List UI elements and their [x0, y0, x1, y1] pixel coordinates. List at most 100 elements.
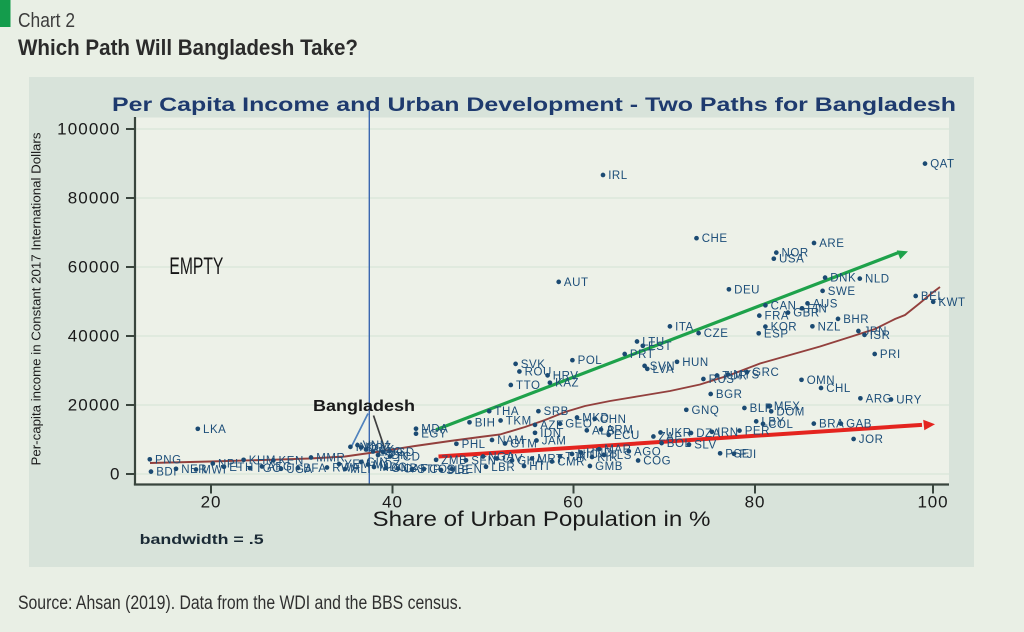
- svg-text:KWT: KWT: [938, 297, 965, 309]
- svg-text:JOR: JOR: [859, 434, 884, 446]
- svg-text:ALB: ALB: [592, 425, 615, 437]
- svg-text:NER: NER: [181, 464, 207, 476]
- svg-text:ZAF: ZAF: [659, 432, 682, 444]
- svg-text:GNB: GNB: [391, 463, 418, 475]
- svg-text:NGA: NGA: [488, 452, 515, 464]
- svg-text:BGR: BGR: [716, 389, 743, 401]
- svg-text:GBR: GBR: [793, 308, 820, 320]
- svg-text:URY: URY: [896, 395, 922, 407]
- svg-text:BEL: BEL: [921, 291, 944, 303]
- svg-text:LVA: LVA: [653, 364, 675, 376]
- svg-text:0: 0: [110, 464, 121, 483]
- svg-text:EGY: EGY: [421, 429, 447, 441]
- svg-text:YEM: YEM: [344, 459, 371, 471]
- svg-text:JAM: JAM: [542, 436, 567, 448]
- svg-text:CZE: CZE: [704, 328, 729, 340]
- svg-text:CAN: CAN: [771, 300, 797, 312]
- svg-text:UGA: UGA: [286, 464, 313, 476]
- svg-text:ARM: ARM: [606, 425, 633, 437]
- svg-text:POL: POL: [578, 355, 603, 367]
- svg-text:RUS: RUS: [709, 374, 735, 386]
- svg-text:GRC: GRC: [752, 367, 779, 379]
- svg-text:TTO: TTO: [516, 380, 540, 392]
- svg-text:SWE: SWE: [828, 286, 856, 298]
- svg-text:40000: 40000: [68, 326, 121, 345]
- svg-text:IRL: IRL: [608, 170, 628, 182]
- svg-text:60000: 60000: [68, 257, 121, 276]
- svg-text:AUS: AUS: [813, 298, 838, 310]
- svg-text:IND: IND: [356, 442, 377, 454]
- svg-text:LBR: LBR: [491, 462, 515, 474]
- svg-text:BEN: BEN: [457, 464, 482, 476]
- svg-text:ECU: ECU: [614, 430, 640, 442]
- svg-text:NZL: NZL: [818, 321, 841, 333]
- svg-text:IDN: IDN: [540, 428, 561, 440]
- svg-text:ARE: ARE: [819, 238, 844, 250]
- svg-text:EST: EST: [648, 341, 672, 353]
- svg-text:PAK: PAK: [371, 445, 395, 457]
- svg-text:CAF: CAF: [403, 464, 428, 476]
- svg-text:SLV: SLV: [694, 440, 717, 452]
- svg-text:BRA: BRA: [819, 419, 844, 431]
- svg-text:DOM: DOM: [776, 406, 804, 418]
- svg-text:MLI: MLI: [350, 464, 371, 476]
- svg-text:MOZ: MOZ: [373, 460, 400, 472]
- svg-text:VNM: VNM: [363, 440, 390, 452]
- svg-text:DEU: DEU: [734, 284, 760, 296]
- svg-text:PRT: PRT: [630, 349, 654, 361]
- svg-text:MDA: MDA: [421, 424, 448, 436]
- svg-text:TLS: TLS: [609, 450, 632, 462]
- svg-text:UKR: UKR: [666, 428, 692, 440]
- svg-text:BHR: BHR: [843, 314, 869, 326]
- svg-text:ITA: ITA: [675, 321, 694, 333]
- svg-text:KIR: KIR: [597, 452, 618, 464]
- svg-text:JPN: JPN: [864, 326, 887, 338]
- svg-text:GIN: GIN: [366, 457, 388, 469]
- svg-text:Bangladesh: Bangladesh: [313, 398, 415, 415]
- svg-text:TKM: TKM: [506, 416, 532, 428]
- svg-text:ZMB: ZMB: [441, 455, 467, 467]
- svg-text:SLE: SLE: [446, 465, 469, 477]
- svg-text:MKD: MKD: [582, 413, 609, 425]
- svg-text:NIC: NIC: [577, 449, 598, 461]
- svg-text:NLD: NLD: [865, 274, 890, 286]
- svg-text:CIV: CIV: [502, 454, 523, 466]
- svg-text:CHN: CHN: [600, 414, 627, 426]
- svg-text:GHA: GHA: [517, 456, 544, 468]
- svg-text:BOL: BOL: [667, 438, 692, 450]
- svg-text:BDI: BDI: [156, 467, 177, 479]
- svg-text:HRV: HRV: [553, 370, 579, 382]
- svg-text:Per Capita Income and Urban De: Per Capita Income and Urban Development …: [112, 95, 956, 116]
- svg-text:80000: 80000: [68, 188, 121, 207]
- svg-text:AGO: AGO: [634, 446, 661, 458]
- svg-text:ESP: ESP: [764, 328, 789, 340]
- svg-text:TUR: TUR: [722, 371, 747, 383]
- svg-text:SRB: SRB: [544, 406, 569, 418]
- svg-text:Chart 2: Chart 2: [18, 10, 75, 32]
- svg-text:GMB: GMB: [595, 461, 623, 473]
- svg-text:ROU: ROU: [525, 367, 552, 379]
- svg-text:PER: PER: [745, 426, 770, 438]
- svg-text:ETH: ETH: [229, 462, 254, 474]
- svg-text:RWA: RWA: [332, 463, 360, 475]
- svg-text:GTM: GTM: [510, 439, 537, 451]
- svg-text:BFA: BFA: [303, 463, 326, 475]
- svg-text:KEN: KEN: [279, 455, 304, 467]
- svg-text:KGZ: KGZ: [366, 443, 391, 455]
- svg-text:LTU: LTU: [642, 337, 665, 349]
- svg-text:KHM: KHM: [249, 455, 276, 467]
- svg-text:MYS: MYS: [733, 370, 760, 382]
- svg-text:80: 80: [745, 493, 766, 512]
- svg-text:SVK: SVK: [521, 359, 546, 371]
- svg-text:MDG: MDG: [379, 462, 407, 474]
- svg-text:HTI: HTI: [529, 461, 549, 473]
- svg-text:PNG: PNG: [155, 454, 182, 466]
- svg-text:Share of Urban Population in %: Share of Urban Population in %: [373, 507, 711, 531]
- svg-text:Which Path Will Bangladesh Tak: Which Path Will Bangladesh Take?: [18, 35, 358, 60]
- svg-text:LBY: LBY: [761, 416, 784, 428]
- svg-text:TCD: TCD: [395, 452, 420, 464]
- svg-text:MEX: MEX: [774, 401, 801, 413]
- svg-text:Per-capita income in Constant: Per-capita income in Constant 2017 Inter…: [30, 133, 44, 466]
- svg-text:COD: COD: [429, 464, 456, 476]
- svg-text:FIN: FIN: [807, 303, 827, 315]
